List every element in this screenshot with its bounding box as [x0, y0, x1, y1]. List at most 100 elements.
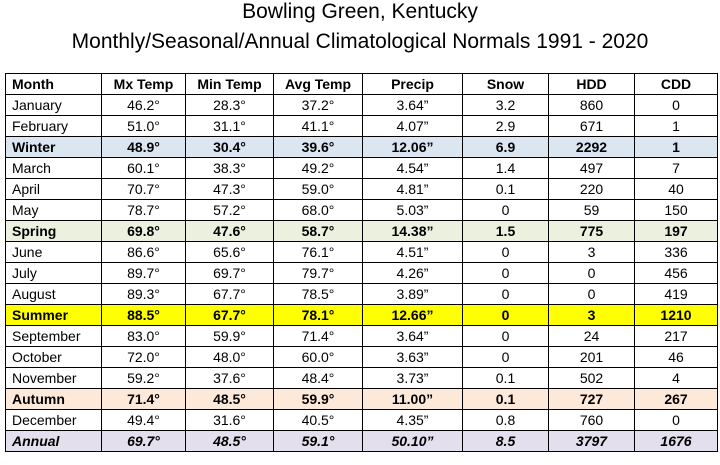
table-cell: 1210 — [634, 304, 718, 326]
table-cell: 69.7° — [185, 262, 274, 284]
column-header-mx-temp: Mx Temp — [101, 73, 186, 95]
table-cell: 58.7° — [273, 220, 363, 242]
season-summary-row: Spring 69.8° 47.6° 58.7° 14.38” 1.5 775 197 — [5, 220, 718, 242]
table-cell: 0 — [462, 241, 549, 263]
table-cell: 0 — [462, 346, 549, 368]
table-cell: 83.0° — [101, 325, 186, 347]
table-cell: 671 — [548, 115, 635, 137]
table-row: January 46.2° 28.3° 37.2° 3.64” 3.2 860 0 — [5, 94, 718, 116]
table-cell: 0 — [462, 304, 549, 326]
table-cell: 2.9 — [462, 115, 549, 137]
table-cell: 39.6° — [273, 136, 363, 158]
row-label: February — [5, 115, 102, 137]
row-label: April — [5, 178, 102, 200]
table-cell: 59 — [548, 199, 635, 221]
table-cell: 48.5° — [185, 430, 274, 452]
table-cell: 47.6° — [185, 220, 274, 242]
table-cell: 79.7° — [273, 262, 363, 284]
table-row: February 51.0° 31.1° 41.1° 4.07” 2.9 671 1 — [5, 115, 718, 137]
table-cell: 3.89” — [362, 283, 463, 305]
table-cell: 60.1° — [101, 157, 186, 179]
table-cell: 78.5° — [273, 283, 363, 305]
table-cell: 336 — [634, 241, 718, 263]
table-cell: 1 — [634, 115, 718, 137]
table-cell: 48.4° — [273, 367, 363, 389]
table-cell: 217 — [634, 325, 718, 347]
table-cell: 4 — [634, 367, 718, 389]
table-cell: 89.7° — [101, 262, 186, 284]
table-cell: 4.26” — [362, 262, 463, 284]
table-cell: 37.2° — [273, 94, 363, 116]
table-cell: 40.5° — [273, 409, 363, 431]
table-row: March 60.1° 38.3° 49.2° 4.54” 1.4 497 7 — [5, 157, 718, 179]
table-cell: 267 — [634, 388, 718, 410]
table-cell: 71.4° — [101, 388, 186, 410]
column-header-month: Month — [5, 73, 102, 95]
table-cell: 197 — [634, 220, 718, 242]
table-cell: 49.2° — [273, 157, 363, 179]
annual-summary-row: Annual 69.7° 48.5° 59.1° 50.10” 8.5 3797 1676 — [5, 430, 718, 452]
row-label: May — [5, 199, 102, 221]
table-row: June 86.6° 65.6° 76.1° 4.51” 0 3 336 — [5, 241, 718, 263]
table-cell: 46 — [634, 346, 718, 368]
table-cell: 3.64” — [362, 325, 463, 347]
table-cell: 1676 — [634, 430, 718, 452]
row-label: January — [5, 94, 102, 116]
table-cell: 3 — [548, 241, 635, 263]
table-cell: 3.64” — [362, 94, 463, 116]
row-label: July — [5, 262, 102, 284]
table-cell: 0 — [548, 262, 635, 284]
table-cell: 59.1° — [273, 430, 363, 452]
table-cell: 0 — [634, 409, 718, 431]
row-label: Spring — [5, 220, 102, 242]
table-cell: 4.81” — [362, 178, 463, 200]
column-header-snow: Snow — [462, 73, 549, 95]
table-cell: 14.38” — [362, 220, 463, 242]
table-cell: 3.73” — [362, 367, 463, 389]
table-cell: 0.8 — [462, 409, 549, 431]
table-cell: 502 — [548, 367, 635, 389]
table-cell: 70.7° — [101, 178, 186, 200]
table-cell: 76.1° — [273, 241, 363, 263]
table-cell: 60.0° — [273, 346, 363, 368]
column-header-hdd: HDD — [548, 73, 635, 95]
table-cell: 0 — [462, 262, 549, 284]
table-cell: 71.4° — [273, 325, 363, 347]
table-cell: 150 — [634, 199, 718, 221]
table-cell: 12.66” — [362, 304, 463, 326]
table-cell: 7 — [634, 157, 718, 179]
column-header-cdd: CDD — [634, 73, 718, 95]
table-cell: 28.3° — [185, 94, 274, 116]
row-label: September — [5, 325, 102, 347]
table-cell: 0 — [548, 283, 635, 305]
column-header-avg-temp: Avg Temp — [273, 73, 363, 95]
row-label: October — [5, 346, 102, 368]
table-cell: 456 — [634, 262, 718, 284]
table-cell: 30.4° — [185, 136, 274, 158]
table-cell: 69.8° — [101, 220, 186, 242]
table-cell: 59.9° — [273, 388, 363, 410]
table-cell: 47.3° — [185, 178, 274, 200]
table-cell: 51.0° — [101, 115, 186, 137]
table-cell: 3797 — [548, 430, 635, 452]
table-row: November 59.2° 37.6° 48.4° 3.73” 0.1 502 4 — [5, 367, 718, 389]
table-cell: 49.4° — [101, 409, 186, 431]
table-cell: 41.1° — [273, 115, 363, 137]
table-cell: 31.1° — [185, 115, 274, 137]
table-row: August 89.3° 67.7° 78.5° 3.89” 0 0 419 — [5, 283, 718, 305]
table-cell: 59.2° — [101, 367, 186, 389]
table-cell: 48.9° — [101, 136, 186, 158]
table-cell: 8.5 — [462, 430, 549, 452]
table-cell: 1.4 — [462, 157, 549, 179]
table-cell: 89.3° — [101, 283, 186, 305]
table-cell: 419 — [634, 283, 718, 305]
table-cell: 38.3° — [185, 157, 274, 179]
table-cell: 3 — [548, 304, 635, 326]
table-cell: 0 — [462, 199, 549, 221]
column-header-precip: Precip — [362, 73, 463, 95]
table-cell: 3.63” — [362, 346, 463, 368]
table-row: May 78.7° 57.2° 68.0° 5.03” 0 59 150 — [5, 199, 718, 221]
table-cell: 0 — [462, 283, 549, 305]
season-summary-row: Summer 88.5° 67.7° 78.1° 12.66” 0 3 1210 — [5, 304, 718, 326]
table-cell: 65.6° — [185, 241, 274, 263]
